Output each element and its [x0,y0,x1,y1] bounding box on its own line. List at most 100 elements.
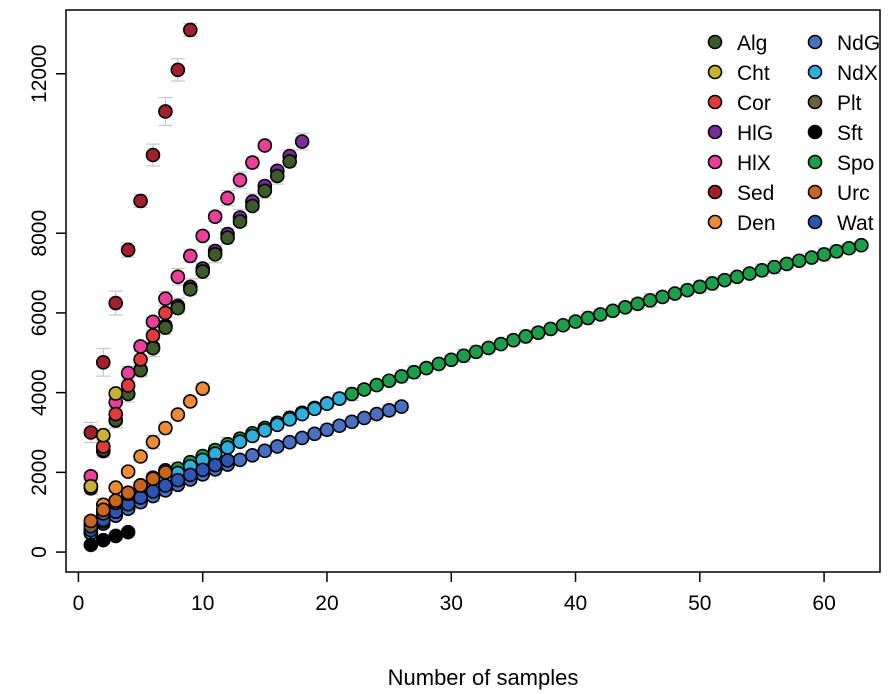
data-point-sft [108,528,124,544]
data-point-urc [120,485,136,500]
legend-item-ndx: NdX [807,62,878,85]
legend-item-hlx: HlX [707,152,771,175]
data-point-wat [170,472,186,488]
y-tick-label: 12000 [28,45,51,103]
data-point-spo [468,344,484,360]
data-point-alg [170,300,186,316]
legend-label: Spo [837,152,874,175]
data-point-hlx [220,190,235,206]
data-point-hlg [294,134,310,149]
data-point-cor [120,378,136,393]
data-point-ndx [245,428,260,444]
data-point-spo [530,325,546,340]
data-point-alg [282,154,297,169]
data-point-spo [543,321,558,337]
legend-label: Wat [837,212,874,235]
data-point-urc [133,478,148,493]
data-point-hlx [182,248,198,264]
data-point-hlx [207,209,223,224]
data-point-spo [605,303,621,319]
data-point-ndg [369,406,384,422]
data-point-sft [120,524,136,540]
legend-marker [807,124,823,140]
legend-marker [807,184,823,200]
data-point-den [158,420,173,436]
data-point-den [170,407,186,422]
data-point-spo [667,286,683,301]
y-axis: 0 2000 4000 6000 8000 12000 [28,45,66,558]
data-point-sed [108,295,124,311]
data-point-ndx [332,391,347,406]
data-point-spo [419,360,434,376]
data-point-wat [158,478,173,493]
x-tick-label: 60 [812,592,835,615]
data-point-ndg [307,426,322,442]
legend-label: NdG [837,32,880,55]
data-point-hlx [245,155,260,170]
data-point-den [145,434,161,450]
data-point-spo [431,356,447,372]
data-point-hlx [145,314,161,330]
data-point-spo [369,377,384,393]
data-point-sed [182,22,198,38]
data-point-wat [133,490,148,505]
data-point-alg [207,247,223,262]
data-point-spo [680,282,695,298]
data-point-hlx [120,365,136,381]
data-point-ndx [282,412,297,427]
data-point-spo [767,259,782,275]
legend-marker [807,34,823,50]
data-point-urc [95,502,111,518]
legend-marker [807,214,823,230]
legend-item-cht: Cht [707,62,770,85]
legend-item-den: Den [707,212,776,235]
data-point-cor [133,352,148,367]
data-point-spo [381,373,397,389]
data-point-hlx [257,138,273,153]
x-axis: 0 10 20 30 40 50 60 [73,572,836,615]
legend-label: NdX [837,62,878,85]
data-point-spo [717,272,732,288]
data-point-urc [108,493,124,509]
data-point-sed [133,193,148,209]
data-point-spo [729,269,745,285]
data-point-ndg [294,430,310,446]
data-point-spo [655,289,670,305]
data-point-sed [95,355,111,370]
data-point-spo [593,307,608,322]
legend-marker [707,184,723,200]
data-point-spo [816,247,832,262]
data-point-alg [145,340,161,356]
legend-label: Sft [837,122,863,145]
data-point-spo [518,329,534,344]
data-point-ndg [381,403,397,418]
data-point-spo [356,382,372,397]
data-point-hlx [158,291,173,306]
data-point-urc [158,465,173,480]
data-point-spo [506,332,521,348]
legend-marker [807,64,823,80]
legend-item-hlg: HlG [707,122,773,145]
data-point-alg [220,230,235,246]
data-point-spo [841,240,857,256]
data-point-sed [158,104,173,119]
data-point-spo [791,253,807,269]
data-point-cor [108,406,124,422]
data-point-spo [692,279,708,295]
legend-item-cor: Cor [707,92,771,115]
legend-label: HlX [737,152,771,175]
data-point-spo [568,314,583,329]
data-point-spo [779,256,795,272]
legend-item-sed: Sed [707,182,774,205]
legend-label: Sed [737,182,774,205]
legend-label: Alg [737,32,767,55]
data-point-sed [83,425,99,440]
data-point-den [120,464,136,479]
legend-label: Plt [837,92,862,115]
data-point-den [195,381,211,396]
y-tick-label: 4000 [28,369,51,416]
data-point-wat [182,467,198,483]
data-point-sft [95,532,111,548]
data-point-spo [493,336,509,352]
data-point-spo [704,276,720,291]
